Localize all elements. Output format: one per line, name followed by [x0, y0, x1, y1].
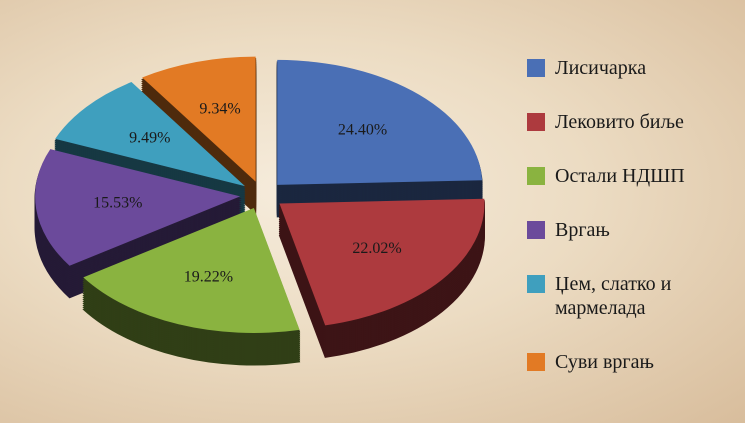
legend-label: Лековито биље [555, 111, 684, 133]
slice [55, 82, 245, 187]
legend-item: Џем, слатко и мармелада [527, 272, 727, 320]
slice [142, 56, 256, 182]
legend-label: Суви вргањ [555, 351, 654, 373]
legend-item: Лековито биље [527, 110, 727, 134]
legend-swatch [527, 113, 545, 131]
value-label: 19.22% [184, 268, 233, 285]
legend-label: Вргањ [555, 219, 610, 241]
legend-item: Лисичарка [527, 56, 727, 80]
value-label: 22.02% [352, 240, 401, 257]
slice [83, 208, 300, 334]
legend-item: Суви вргањ [527, 350, 727, 374]
legend-swatch [527, 221, 545, 239]
slice [277, 59, 483, 185]
value-label: 9.49% [129, 129, 170, 146]
value-label: 24.40% [338, 122, 387, 139]
legend-label: Лисичарка [555, 57, 647, 79]
value-label: 9.34% [199, 100, 240, 117]
legend-item: Остали НДШП [527, 164, 727, 188]
legend-swatch [527, 353, 545, 371]
slice [35, 149, 241, 266]
legend-swatch [527, 167, 545, 185]
legend: Лисичарка Лековито биље Остали НДШП Вргањ Џе… [527, 56, 727, 374]
legend-item: Вргањ [527, 218, 727, 242]
legend-label: Остали НДШП [555, 165, 685, 187]
legend-swatch [527, 275, 545, 293]
slice [279, 198, 485, 326]
legend-label: Џем, слатко и мармелада [555, 273, 672, 319]
legend-swatch [527, 59, 545, 77]
value-label: 15.53% [93, 195, 142, 212]
